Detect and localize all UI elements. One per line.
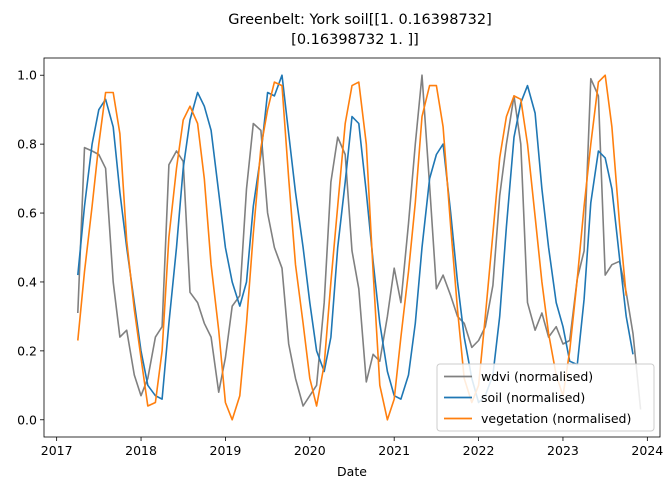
x-tick-label: 2022 <box>463 443 495 458</box>
y-tick-label: 0.8 <box>17 137 37 152</box>
y-tick-label: 1.0 <box>17 68 37 83</box>
series-lines <box>77 74 642 421</box>
x-tick-label: 2023 <box>547 443 579 458</box>
x-axis-ticks: 2017 2018 2019 2020 2021 2022 2023 2024 <box>41 437 663 458</box>
legend-label-1: soil (normalised) <box>481 390 585 405</box>
chart-title-line-1: Greenbelt: York soil[[1. 0.16398732] <box>228 12 492 28</box>
legend-box <box>436 363 655 432</box>
legend-label-2: vegetation (normalised) <box>481 411 631 426</box>
plot-area-frame <box>43 57 661 438</box>
chart-title-line-2: [0.16398732 1. ]] <box>291 32 419 48</box>
chart-title: Greenbelt: York soil[[1. 0.16398732] [0.… <box>228 12 492 48</box>
legend: wdvi (normalised) soil (normalised) vegeta… <box>436 363 655 432</box>
series-line-1 <box>77 74 634 404</box>
y-tick-label: 0.0 <box>17 412 37 427</box>
x-tick-label: 2017 <box>41 443 73 458</box>
y-tick-label: 0.2 <box>17 343 37 358</box>
x-tick-label: 2020 <box>294 443 326 458</box>
legend-label-0: wdvi (normalised) <box>481 369 593 384</box>
series-line-2 <box>77 74 627 421</box>
x-tick-label: 2018 <box>125 443 157 458</box>
y-tick-label: 0.6 <box>17 206 37 221</box>
x-tick-label: 2019 <box>210 443 242 458</box>
x-tick-label: 2021 <box>378 443 410 458</box>
x-tick-label: 2024 <box>631 443 663 458</box>
y-tick-label: 0.4 <box>17 274 37 289</box>
x-axis-title: Date <box>337 464 367 479</box>
series-line-0 <box>77 74 642 410</box>
y-axis-ticks: 0.0 0.2 0.4 0.6 0.8 1.0 <box>17 68 44 427</box>
